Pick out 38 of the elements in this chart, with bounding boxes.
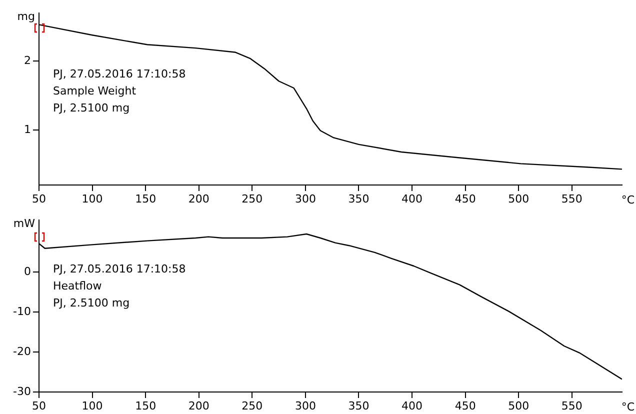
y-tick-label: 1 xyxy=(24,122,31,136)
x-tick-label: 500 xyxy=(508,192,530,206)
annotation: PJ, 2.5100 mg xyxy=(53,296,130,310)
x-tick-label: 200 xyxy=(188,399,210,412)
x-tick-label: 150 xyxy=(135,399,156,412)
x-tick-label: 200 xyxy=(188,192,210,206)
x-tick-label: 450 xyxy=(454,192,476,206)
y-tick-label: -20 xyxy=(13,344,31,358)
x-tick-label: 100 xyxy=(82,192,103,206)
y-axis-title: mg xyxy=(17,10,35,23)
y-tick-label: 0 xyxy=(24,264,31,278)
x-tick-label: 550 xyxy=(561,192,582,206)
x-axis-title: °C xyxy=(621,193,635,206)
x-tick-label: 500 xyxy=(508,399,530,412)
x-tick-label: 250 xyxy=(242,399,263,412)
x-tick-label: 400 xyxy=(402,399,423,412)
x-tick-label: 250 xyxy=(242,192,263,206)
annotation: Heatflow xyxy=(53,279,102,292)
y-tick-label: -30 xyxy=(13,384,31,398)
x-tick-label: 300 xyxy=(294,192,316,206)
x-tick-label: 300 xyxy=(294,399,316,412)
x-tick-label: 450 xyxy=(454,399,476,412)
annotation: PJ, 27.05.2016 17:10:58 xyxy=(53,262,186,276)
x-tick-label: 150 xyxy=(135,192,156,206)
x-tick-label: 350 xyxy=(348,192,370,206)
annotation: Sample Weight xyxy=(53,84,137,98)
y-tick-label: 2 xyxy=(24,54,31,68)
y-tick-label: -10 xyxy=(13,304,31,318)
x-tick-label: 400 xyxy=(402,192,423,206)
x-tick-label: 50 xyxy=(32,192,46,206)
x-axis-title: °C xyxy=(621,400,635,414)
y-axis-title: mW xyxy=(13,216,36,230)
x-tick-label: 350 xyxy=(348,399,370,412)
x-tick-label: 100 xyxy=(82,399,103,412)
x-tick-label: 50 xyxy=(32,399,46,412)
x-tick-label: 550 xyxy=(561,399,582,412)
annotation: PJ, 27.05.2016 17:10:58 xyxy=(53,67,186,80)
annotation: PJ, 2.5100 mg xyxy=(53,101,130,114)
